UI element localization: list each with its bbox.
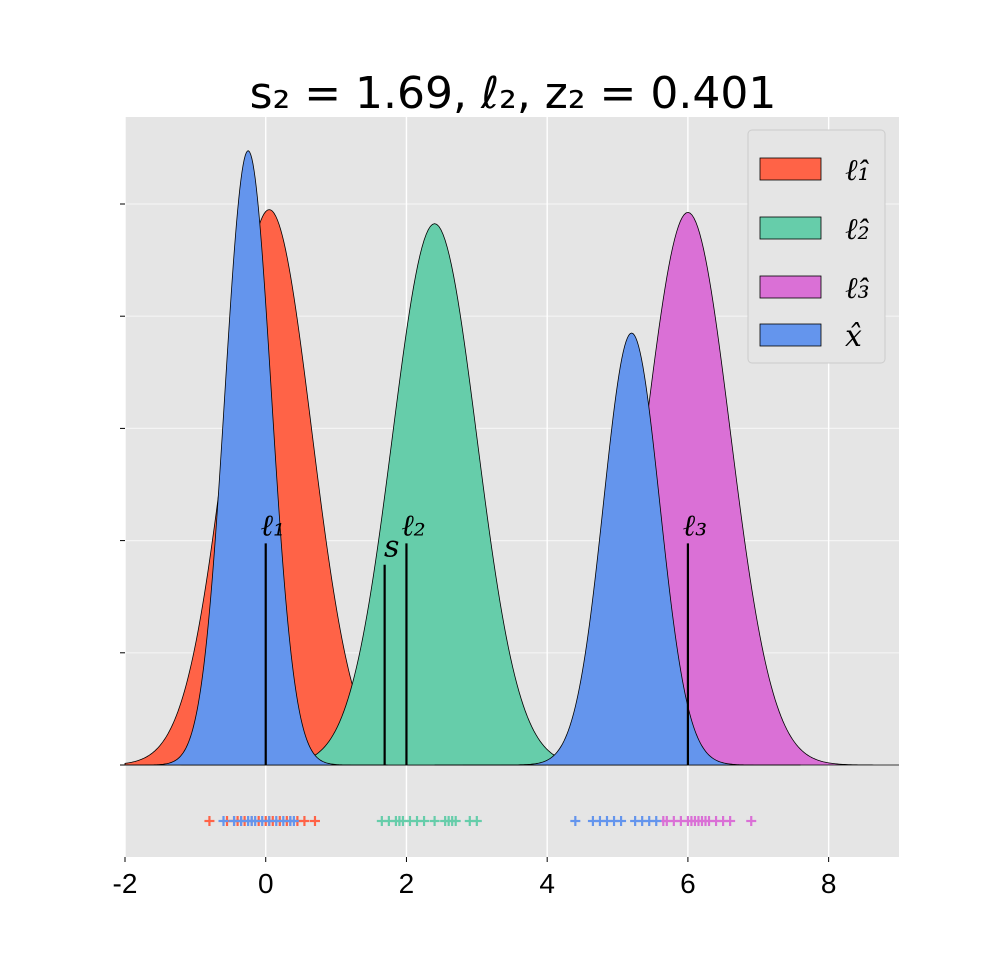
x-tick-label-2: 2 bbox=[399, 868, 415, 899]
rug-mark bbox=[746, 816, 757, 826]
legend-box bbox=[747, 129, 886, 364]
rug-mark bbox=[419, 816, 430, 826]
chart-title: s₂ = 1.69, ℓ₂, z₂ = 0.401 bbox=[250, 68, 777, 119]
rug-mark bbox=[570, 816, 581, 826]
density-areas bbox=[124, 150, 899, 766]
rug-mark bbox=[299, 816, 310, 826]
legend-label-2: ℓ̂₃ bbox=[845, 271, 870, 306]
x-tick-label-3: 4 bbox=[539, 868, 555, 899]
rug-mark bbox=[309, 816, 320, 826]
legend-swatch-2 bbox=[759, 275, 822, 299]
rug-mark bbox=[218, 816, 229, 826]
rug-mark bbox=[204, 816, 215, 826]
density-area-3-0 bbox=[125, 150, 388, 766]
marker-label-0: ℓ₁ bbox=[260, 508, 285, 543]
legend: ℓ̂₁ ℓ̂₂ ℓ̂₃ x̂ bbox=[747, 129, 886, 364]
rug-mark bbox=[288, 816, 299, 826]
marker-label-3: ℓ₃ bbox=[683, 508, 708, 543]
x-tick-label-0: -2 bbox=[113, 868, 138, 899]
x-tick-label-4: 6 bbox=[680, 868, 696, 899]
legend-swatch-1 bbox=[759, 216, 822, 240]
rug-mark bbox=[471, 816, 482, 826]
legend-label-1: ℓ̂₂ bbox=[845, 212, 870, 247]
legend-swatch-0 bbox=[759, 157, 822, 181]
rug-mark bbox=[616, 816, 627, 826]
legend-label-3: x̂ bbox=[845, 319, 862, 354]
markers: ℓ₁ sℓ₂ ℓ₃ bbox=[260, 508, 707, 765]
rug-mark bbox=[450, 816, 461, 826]
rug-mark bbox=[429, 816, 440, 826]
x-tick-label-5: 8 bbox=[821, 868, 837, 899]
rug-plot bbox=[204, 816, 757, 826]
x-tick-label-1: 0 bbox=[258, 868, 274, 899]
marker-label-1: s bbox=[384, 530, 399, 565]
legend-label-0: ℓ̂₁ bbox=[845, 153, 870, 188]
rug-mark bbox=[725, 816, 736, 826]
density-area-3-1 bbox=[462, 332, 801, 766]
axes: -2 0 2 4 6 8 bbox=[113, 203, 837, 899]
rug-mark bbox=[651, 816, 662, 826]
marker-label-2: ℓ₂ bbox=[401, 508, 426, 543]
legend-swatch-3 bbox=[759, 323, 822, 347]
